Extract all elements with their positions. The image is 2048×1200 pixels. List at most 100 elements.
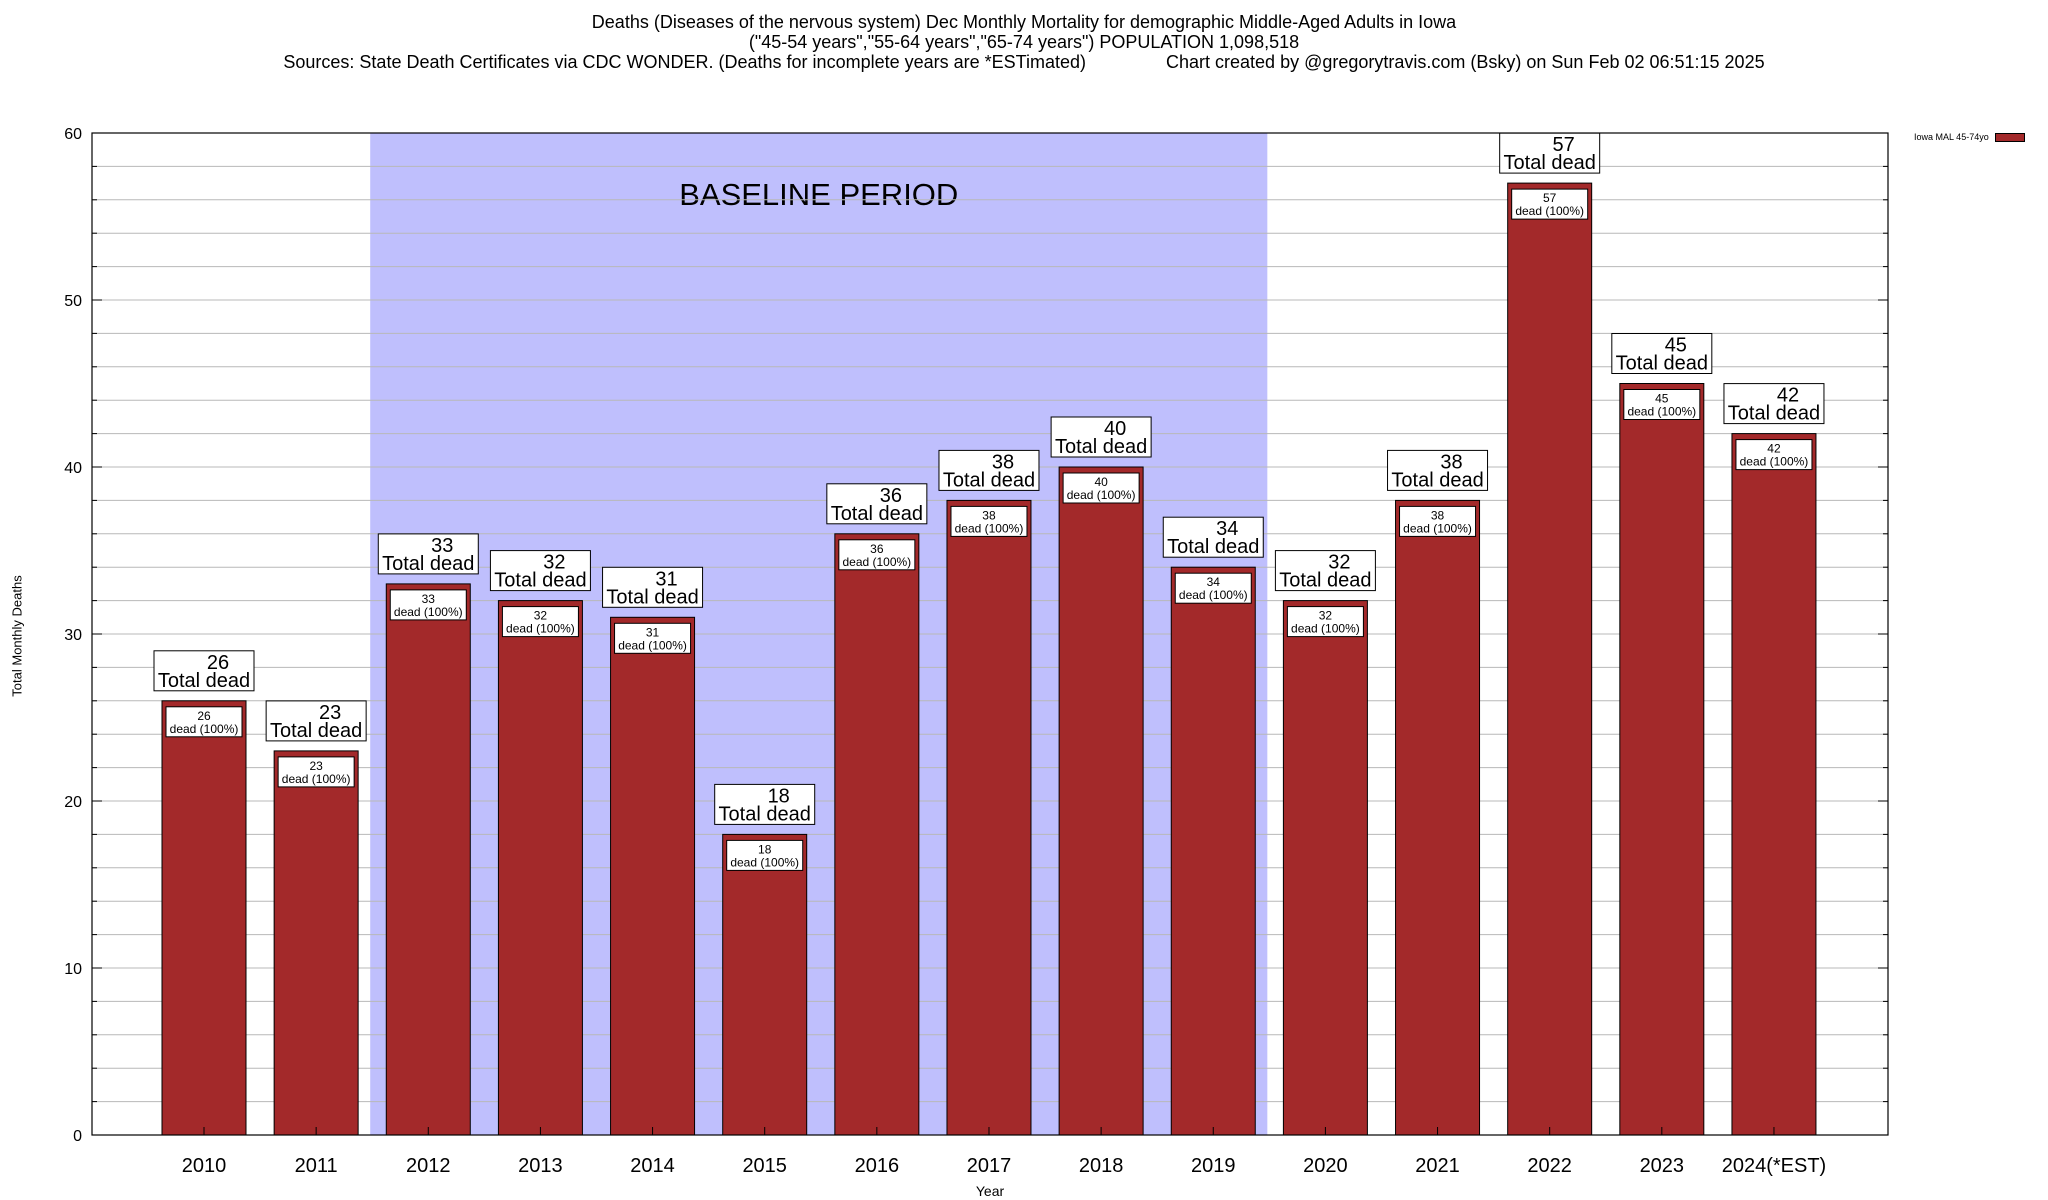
x-tick-label: 2020 — [1303, 1155, 1348, 1177]
y-tick-label: 50 — [64, 293, 82, 310]
inner-label-value: 38 — [1431, 508, 1445, 522]
x-tick-label: 2024(*EST) — [1722, 1155, 1827, 1177]
x-tick-label: 2016 — [855, 1155, 900, 1177]
top-label-text: Total dead — [1616, 353, 1708, 375]
inner-label-box — [1623, 389, 1701, 420]
x-tick-label: 2022 — [1527, 1155, 1572, 1177]
top-label-text: Total dead — [606, 586, 698, 608]
y-axis-label: Total Monthly Deaths — [9, 575, 25, 697]
x-tick-label: 2019 — [1191, 1155, 1236, 1177]
x-axis-label: Year — [975, 1183, 1005, 1199]
inner-label-value: 45 — [1655, 392, 1669, 406]
inner-label-text: dead (100%) — [506, 622, 575, 636]
y-tick-label: 20 — [64, 794, 82, 811]
top-label-text: Total dead — [1167, 536, 1259, 558]
legend-swatch — [1994, 132, 2025, 142]
inner-label-box — [277, 756, 355, 788]
inner-label-text: dead (100%) — [170, 722, 239, 736]
top-label-box — [602, 566, 704, 608]
top-label-text: Total dead — [1279, 570, 1371, 592]
bar — [1282, 600, 1368, 1136]
inner-label-box — [501, 606, 579, 638]
inner-label-text: dead (100%) — [1627, 405, 1696, 419]
inner-label-box — [1399, 505, 1477, 537]
inner-label-text: dead (100%) — [1291, 622, 1360, 636]
inner-label-box — [1062, 472, 1140, 504]
title-line-3: Sources: State Death Certificates via CD… — [283, 52, 1765, 72]
bar — [610, 616, 696, 1136]
top-label-text: Total dead — [831, 503, 923, 525]
top-label-box — [826, 483, 928, 525]
top-label-text: Total dead — [1504, 152, 1596, 174]
inner-label-value: 57 — [1543, 191, 1557, 205]
baseline-period-label: BASELINE PERIOD — [679, 177, 958, 212]
top-label-box — [153, 650, 255, 692]
top-label-value: 31 — [655, 568, 677, 590]
inner-label-value: 36 — [870, 542, 884, 556]
inner-label-text: dead (100%) — [1740, 455, 1809, 469]
top-label-box — [1050, 416, 1152, 458]
bar — [834, 533, 920, 1136]
inner-label-box — [1511, 188, 1589, 220]
top-label-box — [1274, 550, 1376, 592]
top-label-value: 38 — [992, 451, 1014, 473]
inner-label-value: 26 — [197, 709, 211, 723]
y-tick-label: 40 — [64, 460, 82, 477]
top-label-text: Total dead — [1728, 403, 1820, 425]
legend: Iowa MAL 45-74yo — [1914, 132, 2025, 142]
x-tick-label: 2018 — [1079, 1155, 1124, 1177]
inner-label-value: 23 — [309, 759, 323, 773]
inner-label-box — [1174, 572, 1252, 604]
inner-label-value: 33 — [422, 592, 436, 606]
y-tick-label: 30 — [64, 627, 82, 644]
top-label-value: 42 — [1777, 385, 1799, 407]
bar — [385, 583, 471, 1136]
inner-label-value: 18 — [758, 842, 772, 856]
x-tick-label: 2011 — [295, 1155, 338, 1177]
inner-label-box — [1735, 439, 1813, 471]
legend-label: Iowa MAL 45-74yo — [1914, 132, 1989, 142]
top-label-box — [1611, 333, 1713, 374]
top-label-text: Total dead — [943, 469, 1035, 491]
inner-label-text: dead (100%) — [1067, 488, 1136, 502]
inner-label-box — [165, 706, 243, 738]
bar — [946, 499, 1032, 1136]
x-tick-label: 2023 — [1640, 1155, 1685, 1177]
x-tick-label: 2021 — [1415, 1155, 1460, 1177]
bar — [273, 750, 359, 1136]
inner-label-value: 32 — [534, 609, 548, 623]
title-line-2: ("45-54 years","55-64 years","65-74 year… — [748, 32, 1300, 52]
inner-label-text: dead (100%) — [842, 555, 911, 569]
top-label-value: 26 — [207, 652, 229, 674]
top-label-value: 32 — [543, 552, 565, 574]
top-label-value: 34 — [1216, 518, 1238, 540]
top-label-text: Total dead — [158, 670, 250, 692]
x-tick-label: 2017 — [967, 1155, 1012, 1177]
inner-label-box — [389, 589, 467, 621]
inner-label-value: 38 — [982, 508, 996, 522]
top-label-value: 18 — [768, 785, 790, 807]
top-label-box — [265, 700, 367, 742]
bar — [1619, 383, 1705, 1136]
top-label-value: 38 — [1440, 451, 1462, 473]
top-label-text: Total dead — [1055, 436, 1147, 458]
inner-label-value: 34 — [1207, 575, 1221, 589]
inner-label-text: dead (100%) — [394, 605, 463, 619]
x-tick-label: 2014 — [630, 1155, 675, 1177]
plot-border — [91, 132, 1889, 1136]
top-label-box — [377, 533, 479, 575]
top-label-box — [1162, 516, 1264, 558]
bar — [1507, 182, 1593, 1136]
top-label-value: 32 — [1328, 552, 1350, 574]
bar — [1731, 433, 1817, 1136]
x-tick-label: 2013 — [518, 1155, 563, 1177]
y-tick-label: 60 — [64, 126, 82, 143]
bar — [1058, 466, 1144, 1136]
inner-label-text: dead (100%) — [1403, 521, 1472, 535]
y-tick-label: 10 — [64, 961, 82, 978]
bar — [1170, 566, 1256, 1136]
inner-label-text: dead (100%) — [1515, 204, 1584, 218]
inner-label-text: dead (100%) — [282, 772, 351, 786]
top-label-box — [1723, 383, 1825, 425]
bar — [161, 700, 247, 1136]
